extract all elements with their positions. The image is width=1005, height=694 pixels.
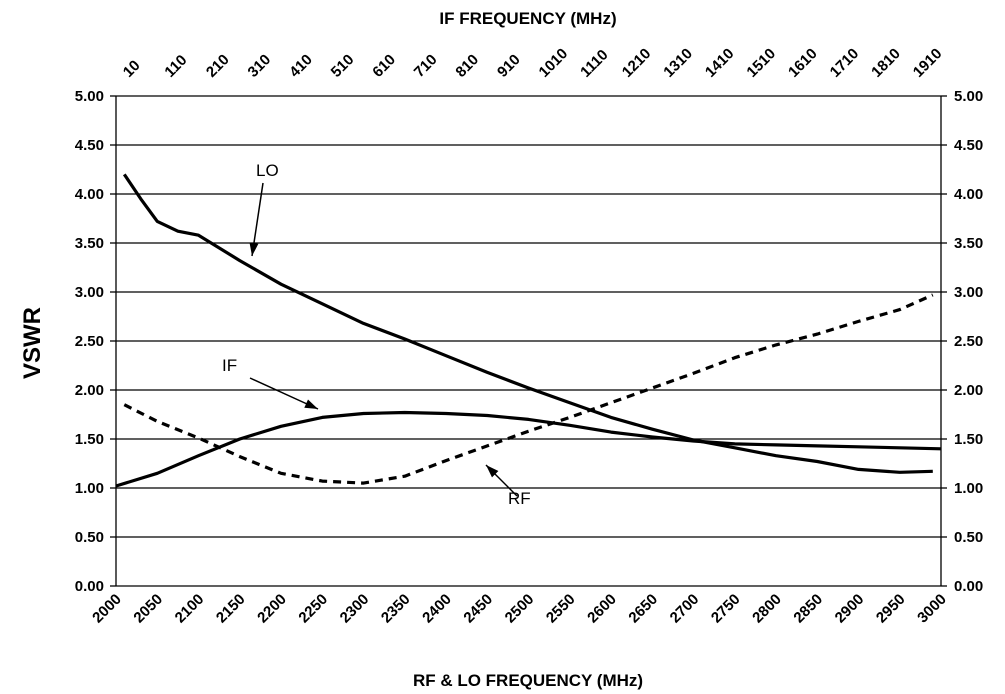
y-tick-label: 0.00 — [75, 578, 104, 595]
x-tick-label: 2000 — [89, 591, 125, 627]
top-axis-title: IF FREQUENCY (MHz) — [439, 9, 616, 28]
x2-tick-label: 1510 — [743, 45, 779, 81]
y-tick-label-right: 4.00 — [954, 186, 983, 203]
x-tick-label: 2450 — [460, 591, 496, 627]
y-tick-label-right: 4.50 — [954, 137, 983, 154]
y-tick-label-right: 0.50 — [954, 529, 983, 546]
y-tick-label-right: 3.50 — [954, 235, 983, 252]
series-line-lo — [122, 173, 933, 474]
y-tick-label-right: 1.00 — [954, 480, 983, 497]
x2-tick-label: 1710 — [827, 45, 863, 81]
x-tick-label: 2250 — [295, 591, 331, 627]
x-tick-label: 2150 — [213, 591, 249, 627]
x-tick-label: 2850 — [790, 591, 826, 627]
y-tick-label: 1.50 — [75, 431, 104, 448]
y-tick-label: 5.00 — [75, 88, 104, 105]
x-tick-label: 2400 — [419, 591, 455, 627]
x2-tick-label: 1010 — [536, 45, 572, 81]
plot-frame — [115, 96, 942, 586]
x-tick-label: 2300 — [337, 591, 373, 627]
x-tick-label: 2200 — [254, 591, 290, 627]
x2-tick-label: 710 — [411, 51, 441, 81]
x-ticks-bottom: 2000 2050 2100 2150 2200 2250 2300 2350 2400 2450… — [89, 591, 950, 627]
annotations: LO IF RF — [222, 161, 531, 508]
x2-tick-label: 1910 — [910, 45, 946, 81]
x2-tick-label: 1810 — [868, 45, 904, 81]
x2-tick-label: 410 — [286, 51, 316, 81]
arrowhead-icon — [486, 465, 499, 478]
y-tick-label-right: 5.00 — [954, 88, 983, 105]
y-axis-title: VSWR — [19, 307, 46, 379]
bottom-axis-title: RF & LO FREQUENCY (MHz) — [413, 671, 643, 690]
arrowhead-icon — [304, 399, 318, 409]
y-tick-label: 3.00 — [75, 284, 104, 301]
y-tick-label: 4.00 — [75, 186, 104, 203]
y-tick-label-right: 0.00 — [954, 578, 983, 595]
y-tick-label: 2.00 — [75, 382, 104, 399]
y-ticks-right: 0.00 0.50 1.00 1.50 2.00 2.50 3.00 3.50 4.00 4.50… — [954, 88, 983, 595]
annotation-label-lo: LO — [256, 161, 279, 180]
x2-tick-label: 10 — [120, 57, 144, 81]
x-tick-label: 2350 — [378, 591, 414, 627]
x2-tick-label: 110 — [161, 52, 190, 81]
y-tick-label: 2.50 — [75, 333, 104, 350]
x-tick-label: 2600 — [584, 591, 620, 627]
y-tick-label: 4.50 — [75, 137, 104, 154]
x2-tick-label: 610 — [369, 51, 399, 81]
y-tick-label-right: 2.50 — [954, 333, 983, 350]
series-line-rf — [123, 293, 934, 485]
x-tick-label: 2500 — [502, 591, 538, 627]
x-tick-label: 2900 — [832, 591, 868, 627]
series-line-if — [115, 410, 942, 488]
x2-tick-label: 1110 — [577, 46, 611, 80]
y-ticks-left: 0.00 0.50 1.00 1.50 2.00 2.50 3.00 3.50 4.00 4.50… — [75, 88, 104, 595]
y-tick-label-right: 3.00 — [954, 284, 983, 301]
x2-tick-label: 910 — [494, 51, 524, 81]
x2-tick-label: 1610 — [785, 45, 821, 81]
x-tick-label: 2550 — [543, 591, 579, 627]
gridlines — [110, 95, 947, 587]
y-tick-label: 1.00 — [75, 480, 104, 497]
annotation-label-if: IF — [222, 356, 237, 375]
x2-tick-label: 210 — [203, 51, 233, 81]
x-tick-label: 2950 — [873, 591, 909, 627]
x-tick-label: 2650 — [625, 591, 661, 627]
x2-tick-label: 510 — [328, 51, 358, 81]
x-tick-label: 2050 — [130, 591, 166, 627]
arrowhead-icon — [249, 242, 259, 256]
x2-tick-label: 1310 — [660, 45, 696, 81]
y-tick-label: 0.50 — [75, 529, 104, 546]
x2-tick-label: 310 — [245, 51, 275, 81]
y-tick-label-right: 1.50 — [954, 431, 983, 448]
y-tick-label: 3.50 — [75, 235, 104, 252]
x-tick-label: 2750 — [708, 591, 744, 627]
y-tick-label-right: 2.00 — [954, 382, 983, 399]
x2-tick-label: 1410 — [702, 45, 738, 81]
annotation-label-rf: RF — [508, 489, 531, 508]
x-tick-label: 3000 — [914, 591, 950, 627]
x-tick-label: 2700 — [667, 591, 703, 627]
x-tick-label: 2800 — [749, 591, 785, 627]
x2-tick-label: 1210 — [619, 45, 655, 81]
series-lines — [115, 173, 942, 488]
x-tick-label: 2100 — [172, 591, 208, 627]
x2-tick-label: 810 — [452, 51, 482, 81]
